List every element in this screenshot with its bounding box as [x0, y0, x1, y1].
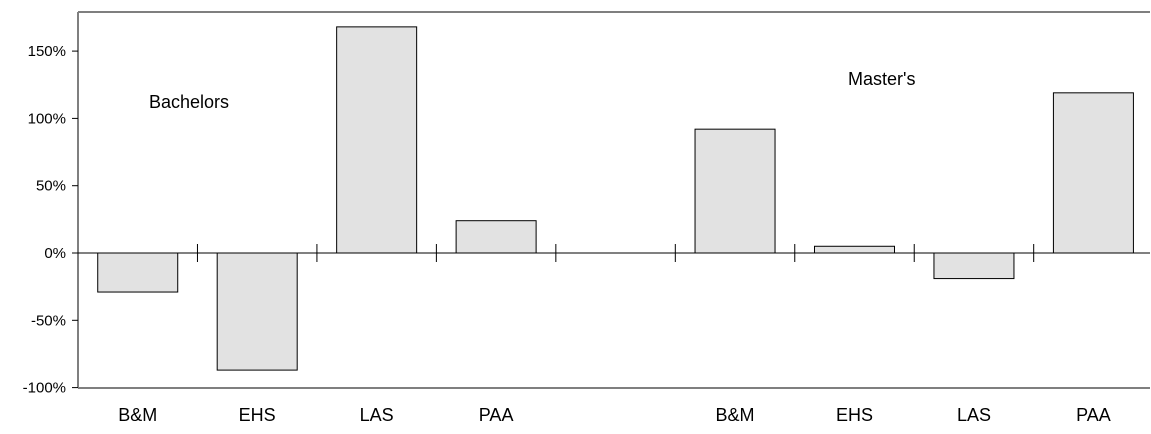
x-tick-label: PAA [479, 405, 514, 425]
bars-group [97, 26, 1134, 371]
plot-frame [77, 11, 1150, 389]
y-tick-label: 0% [44, 245, 66, 262]
group-label-masters: Master's [848, 69, 915, 89]
bar [933, 252, 1015, 280]
x-tick-label: EHS [836, 405, 873, 425]
bar [455, 220, 537, 254]
y-tick-label: 100% [28, 110, 66, 127]
y-axis: 150% 100% 50% 0% -50% -100% [23, 43, 1150, 397]
bar [694, 128, 776, 254]
bar [336, 26, 418, 254]
x-tick-label: B&M [118, 405, 157, 425]
x-tick-label: LAS [957, 405, 991, 425]
y-tick-label: 150% [28, 43, 66, 60]
group-label-bachelors: Bachelors [149, 92, 229, 112]
x-tick-label: PAA [1076, 405, 1111, 425]
y-tick-label: -100% [23, 380, 66, 397]
bar [813, 245, 895, 254]
y-tick-label: 50% [36, 178, 66, 195]
bar [1052, 92, 1134, 254]
x-tick-label: EHS [239, 405, 276, 425]
x-tick-label: B&M [716, 405, 755, 425]
group-labels: Bachelors Master's [149, 69, 915, 112]
bar [216, 252, 298, 371]
x-tick-label: LAS [360, 405, 394, 425]
x-axis: B&M EHS LAS PAA B&M EHS LAS PAA [118, 244, 1111, 425]
y-tick-label: -50% [31, 312, 66, 329]
bar [97, 252, 179, 293]
